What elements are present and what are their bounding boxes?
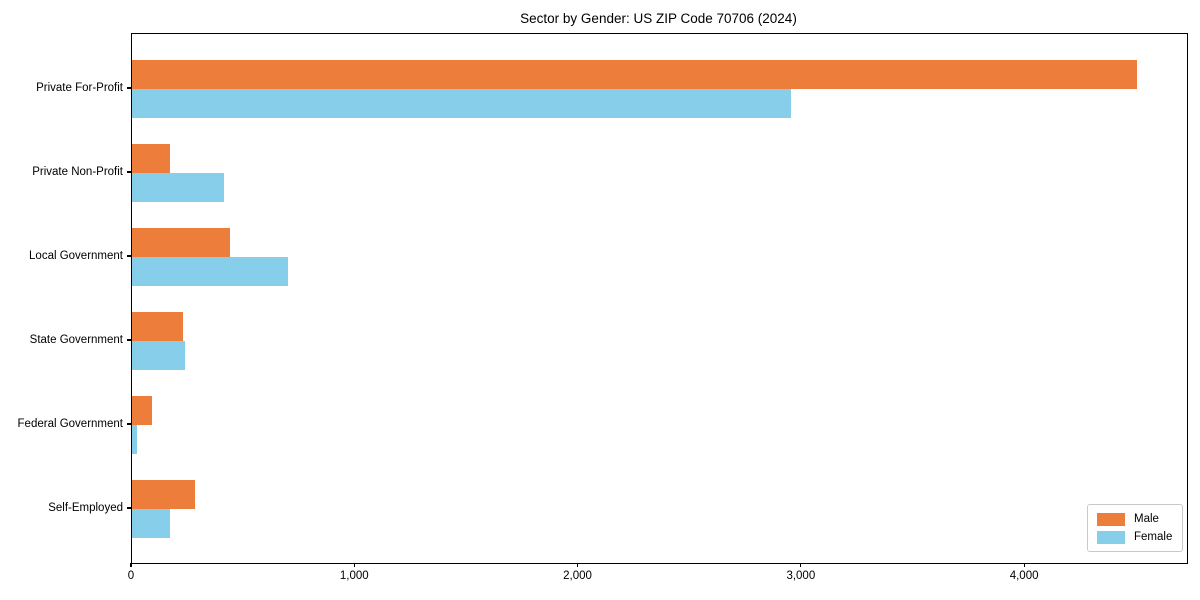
category-label-federal-government: Federal Government xyxy=(17,418,123,430)
bar-female-federal-government xyxy=(132,425,137,454)
bar-female-private-non-profit xyxy=(132,173,224,202)
plot-area xyxy=(131,33,1188,564)
bar-female-self-employed xyxy=(132,509,170,538)
y-tick xyxy=(127,423,131,425)
x-tick xyxy=(353,563,355,568)
x-tick-label: 2,000 xyxy=(563,570,592,582)
y-tick xyxy=(127,339,131,341)
x-tick-label: 3,000 xyxy=(786,570,816,582)
legend-item-male: Male xyxy=(1097,512,1173,526)
bar-male-federal-government xyxy=(132,396,153,425)
bar-male-self-employed xyxy=(132,480,195,509)
bar-female-private-for-profit xyxy=(132,89,791,118)
category-label-state-government: State Government xyxy=(29,334,123,346)
chart-title: Sector by Gender: US ZIP Code 70706 (202… xyxy=(520,11,797,26)
male-series-swatch xyxy=(1097,512,1125,526)
category-label-private-non-profit: Private Non-Profit xyxy=(32,166,123,178)
bar-male-state-government xyxy=(132,312,184,341)
legend-label-male: Male xyxy=(1134,513,1159,525)
female-series-swatch xyxy=(1097,530,1125,544)
category-label-self-employed: Self-Employed xyxy=(48,502,123,514)
category-label-local-government: Local Government xyxy=(29,250,123,262)
bar-male-private-non-profit xyxy=(132,144,170,173)
y-tick xyxy=(127,507,131,509)
x-tick xyxy=(1023,563,1025,568)
legend-label-female: Female xyxy=(1134,531,1173,543)
x-tick xyxy=(576,563,579,568)
x-tick-label: 0 xyxy=(127,570,135,582)
legend: Male Female xyxy=(1087,504,1183,552)
category-label-private-for-profit: Private For-Profit xyxy=(36,82,123,94)
x-tick xyxy=(130,563,132,568)
y-tick xyxy=(127,255,131,257)
x-tick-label: 1,000 xyxy=(339,570,369,582)
bar-male-private-for-profit xyxy=(132,60,1137,89)
bar-female-local-government xyxy=(132,257,289,286)
legend-item-female: Female xyxy=(1097,530,1173,544)
x-tick-label: 4,000 xyxy=(1009,570,1039,582)
y-tick xyxy=(127,87,131,89)
y-tick xyxy=(127,171,131,173)
bar-male-local-government xyxy=(132,228,231,257)
bar-female-state-government xyxy=(132,341,185,370)
x-tick xyxy=(800,563,802,568)
